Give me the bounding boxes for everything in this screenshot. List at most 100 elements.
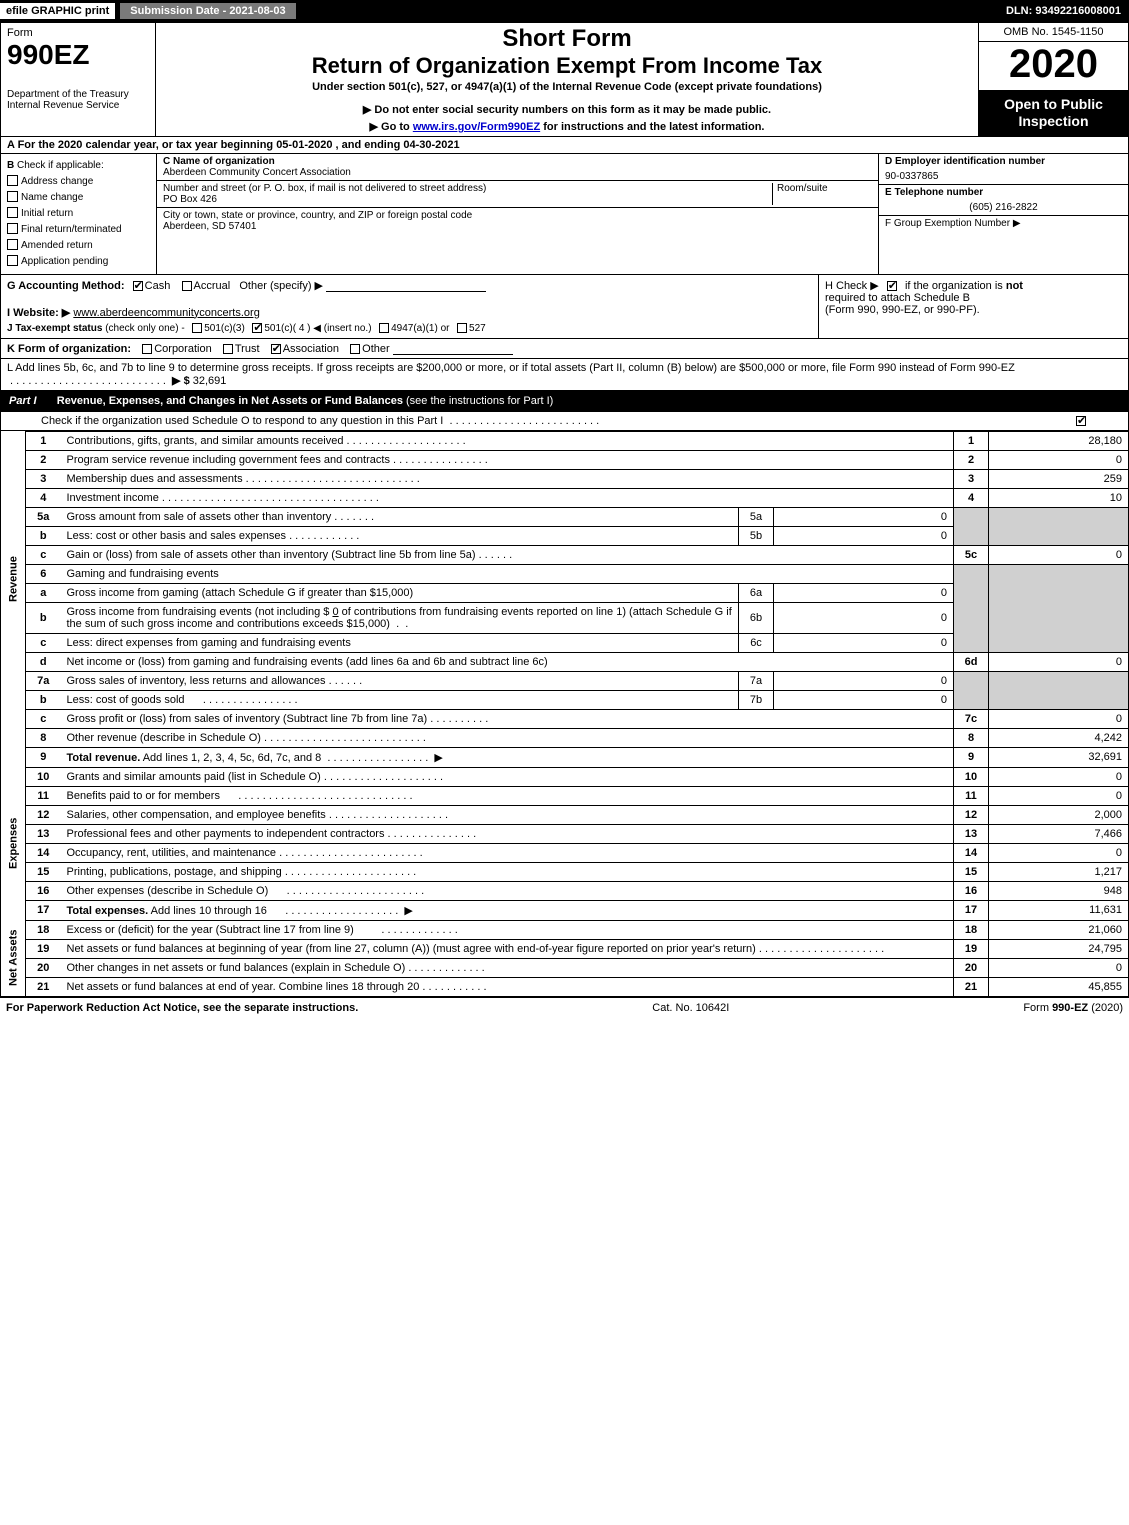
line-21-num: 21: [26, 977, 61, 996]
line-6a-desc: Gross income from gaming (attach Schedul…: [61, 583, 739, 602]
line-3: 3 Membership dues and assessments . . . …: [1, 469, 1129, 488]
shade-7: [954, 671, 989, 709]
other-specify-input[interactable]: [326, 279, 486, 292]
trust-label: Trust: [235, 343, 260, 355]
return-title: Return of Organization Exempt From Incom…: [162, 53, 972, 79]
501c3-checkbox[interactable]: [192, 323, 202, 333]
line-11-num: 11: [26, 786, 61, 805]
application-pending-checkbox[interactable]: [7, 255, 18, 266]
line-9-arrow: ▶: [434, 752, 442, 764]
h-checkbox[interactable]: [887, 281, 897, 291]
efile-button[interactable]: efile GRAPHIC print: [0, 3, 115, 19]
trust-checkbox[interactable]: [223, 344, 233, 354]
name-change-checkbox[interactable]: [7, 191, 18, 202]
shade-7-val: [989, 671, 1129, 709]
line-4: 4 Investment income . . . . . . . . . . …: [1, 488, 1129, 507]
line-13-refnum: 13: [954, 824, 989, 843]
cash-label: Cash: [145, 280, 171, 292]
h-text3: required to attach Schedule B: [825, 292, 1122, 304]
part1-subtitle: (see the instructions for Part I): [406, 395, 553, 407]
accrual-checkbox[interactable]: [182, 281, 192, 291]
l-text: L Add lines 5b, 6c, and 7b to line 9 to …: [7, 362, 1015, 374]
column-b: B Check if applicable: Address change Na…: [1, 154, 156, 274]
section-l: L Add lines 5b, 6c, and 7b to line 9 to …: [0, 359, 1129, 391]
line-1: Revenue 1 Contributions, gifts, grants, …: [1, 431, 1129, 450]
line-2: 2 Program service revenue including gove…: [1, 450, 1129, 469]
footer-left: For Paperwork Reduction Act Notice, see …: [6, 1002, 358, 1014]
527-checkbox[interactable]: [457, 323, 467, 333]
amended-return-checkbox[interactable]: [7, 239, 18, 250]
line-6a-sub: 6a: [739, 583, 774, 602]
line-7c-value: 0: [989, 709, 1129, 728]
part1-check-row: Check if the organization used Schedule …: [0, 412, 1129, 431]
line-6d-desc: Net income or (loss) from gaming and fun…: [61, 652, 954, 671]
part1-schedule-o-checkbox[interactable]: [1076, 416, 1086, 426]
final-return-label: Final return/terminated: [21, 224, 122, 235]
line-17-desc2: Add lines 10 through 16: [148, 905, 267, 917]
header-center: Short Form Return of Organization Exempt…: [156, 23, 978, 136]
line-7a-sub: 7a: [739, 671, 774, 690]
irs-link[interactable]: www.irs.gov/Form990EZ: [413, 121, 540, 133]
line-10-desc: Grants and similar amounts paid (list in…: [67, 771, 321, 783]
line-5a-subval: 0: [774, 507, 954, 526]
line-1-num: 1: [26, 431, 61, 450]
net-assets-sidebar: Net Assets: [1, 920, 26, 996]
line-6d-num: d: [26, 652, 61, 671]
assoc-checkbox[interactable]: [271, 344, 281, 354]
room-suite-label: Room/suite: [772, 183, 872, 205]
note-go-post: for instructions and the latest informat…: [540, 121, 764, 133]
line-7a-desc: Gross sales of inventory, less returns a…: [67, 675, 326, 687]
other-org-input[interactable]: [393, 342, 513, 355]
line-7b-sub: 7b: [739, 690, 774, 709]
4947-checkbox[interactable]: [379, 323, 389, 333]
org-street: PO Box 426: [163, 194, 772, 205]
line-6-num: 6: [26, 564, 61, 583]
line-21-desc: Net assets or fund balances at end of ye…: [67, 981, 420, 993]
h-text1: H Check ▶: [825, 280, 879, 292]
tax-year: 2020: [979, 42, 1128, 90]
501c-checkbox[interactable]: [252, 323, 262, 333]
footer-right-pre: Form: [1023, 1002, 1052, 1014]
corp-checkbox[interactable]: [142, 344, 152, 354]
l-amount: 32,691: [193, 375, 227, 387]
part1-label: Part I: [9, 395, 45, 407]
column-c: C Name of organization Aberdeen Communit…: [156, 154, 878, 274]
line-19-refnum: 19: [954, 939, 989, 958]
final-return-checkbox[interactable]: [7, 223, 18, 234]
b-check-if: Check if applicable:: [17, 160, 104, 171]
irs-label: Internal Revenue Service: [7, 100, 149, 111]
501c-label: 501(c)( 4 ) ◀ (insert no.): [264, 323, 371, 334]
line-6a-subval: 0: [774, 583, 954, 602]
line-21-value: 45,855: [989, 977, 1129, 996]
j-sub: (check only one) -: [105, 323, 184, 334]
address-change-checkbox[interactable]: [7, 175, 18, 186]
line-20-num: 20: [26, 958, 61, 977]
header-left: Form 990EZ Department of the Treasury In…: [1, 23, 156, 136]
line-6a-num: a: [26, 583, 61, 602]
line-16-num: 16: [26, 881, 61, 900]
footer-mid: Cat. No. 10642I: [358, 1002, 1023, 1014]
line-5c-num: c: [26, 545, 61, 564]
line-6c-subval: 0: [774, 633, 954, 652]
line-17-arrow: ▶: [404, 905, 412, 917]
initial-return-checkbox[interactable]: [7, 207, 18, 218]
line-20-refnum: 20: [954, 958, 989, 977]
submission-date-button[interactable]: Submission Date - 2021-08-03: [119, 2, 296, 20]
line-2-refnum: 2: [954, 450, 989, 469]
line-6b-sub: 6b: [739, 602, 774, 633]
name-change-label: Name change: [21, 192, 83, 203]
address-change-label: Address change: [21, 176, 93, 187]
line-5b-desc: Less: cost or other basis and sales expe…: [67, 530, 287, 542]
line-17-num: 17: [26, 900, 61, 920]
line-11-refnum: 11: [954, 786, 989, 805]
d-ein-label: D Employer identification number: [879, 154, 1128, 169]
cash-checkbox[interactable]: [133, 281, 143, 291]
other-org-checkbox[interactable]: [350, 344, 360, 354]
section-a-tax-year: A For the 2020 calendar year, or tax yea…: [0, 137, 1129, 154]
column-g: G Accounting Method: Cash Accrual Other …: [1, 275, 818, 338]
k-label: K Form of organization:: [7, 343, 131, 355]
org-city: Aberdeen, SD 57401: [163, 221, 872, 232]
website-link[interactable]: www.aberdeencommunityconcerts.org: [73, 307, 259, 319]
line-6d: d Net income or (loss) from gaming and f…: [1, 652, 1129, 671]
line-5a: 5a Gross amount from sale of assets othe…: [1, 507, 1129, 526]
